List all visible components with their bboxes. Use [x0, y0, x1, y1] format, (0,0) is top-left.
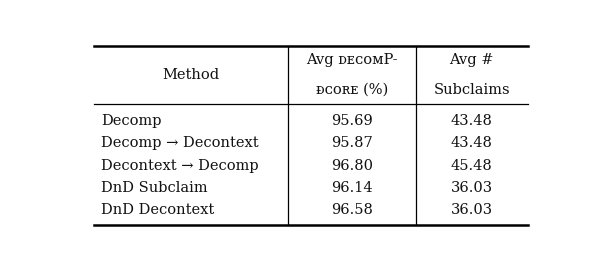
Text: Subclaims: Subclaims	[433, 83, 510, 97]
Text: 36.03: 36.03	[451, 181, 493, 195]
Text: 45.48: 45.48	[451, 159, 492, 173]
Text: Avg #: Avg #	[450, 53, 494, 67]
Text: 43.48: 43.48	[451, 114, 493, 128]
Text: 43.48: 43.48	[451, 137, 493, 150]
Text: 95.69: 95.69	[331, 114, 373, 128]
Text: 96.14: 96.14	[331, 181, 373, 195]
Text: Decontext → Decomp: Decontext → Decomp	[101, 159, 258, 173]
Text: DnD Subclaim: DnD Subclaim	[101, 181, 208, 195]
Text: 36.03: 36.03	[451, 203, 493, 217]
Text: 96.80: 96.80	[330, 159, 373, 173]
Text: Avg ᴅᴇᴄᴏᴍP-: Avg ᴅᴇᴄᴏᴍP-	[306, 53, 397, 67]
Text: 96.58: 96.58	[330, 203, 373, 217]
Text: 95.87: 95.87	[331, 137, 373, 150]
Text: Decomp: Decomp	[101, 114, 161, 128]
Text: ᴆᴄᴏʀᴇ (%): ᴆᴄᴏʀᴇ (%)	[315, 83, 388, 97]
Text: DnD Decontext: DnD Decontext	[101, 203, 214, 217]
Text: Method: Method	[162, 68, 219, 82]
Text: Decomp → Decontext: Decomp → Decontext	[101, 137, 258, 150]
